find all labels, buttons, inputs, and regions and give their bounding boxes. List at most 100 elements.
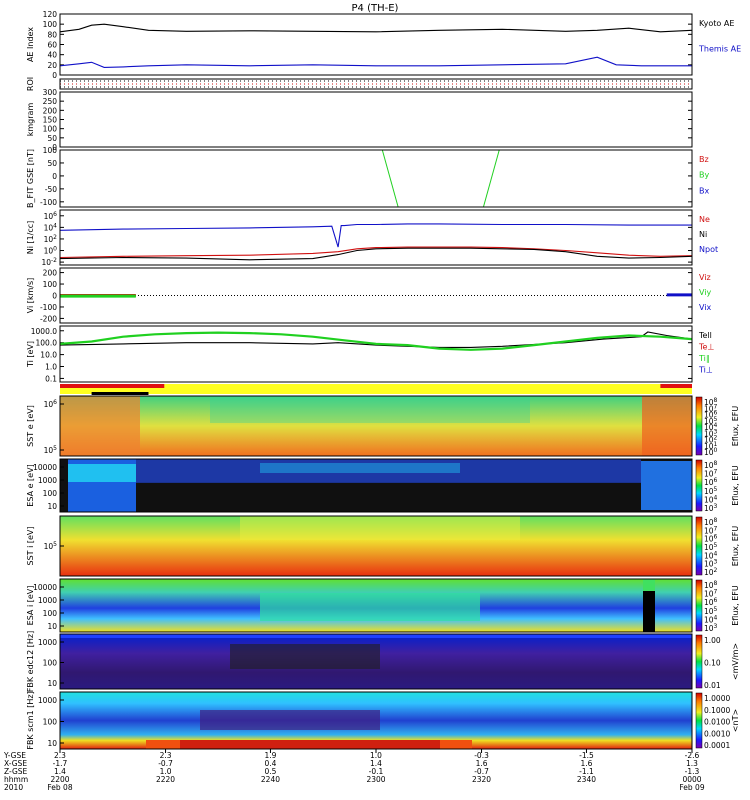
xaxis-row-label-1: X-GSE [4, 759, 27, 768]
esa_i-ytick-label: 1000 [38, 596, 57, 605]
xaxis-tick-label: 0.5 [264, 767, 276, 776]
ae-ytick-label: 80 [47, 30, 57, 39]
esa_e-colorbar-tick: 103 [704, 503, 718, 513]
xaxis-tick-label: -2.6 [685, 751, 700, 760]
ti-series-0 [59, 331, 693, 348]
sst_e-ytick-label: 105 [44, 445, 58, 455]
ni-series-1 [59, 247, 693, 261]
fbk1-panel: 1000 100 10 FBK edc12 [Hz] 1.00 0.10 0.01 <mV/m… [26, 631, 740, 692]
esa_i-ylabel: ESA i [eV] [26, 586, 35, 626]
ae-ytick-label: 20 [47, 61, 57, 70]
esa_e-colorbar [695, 459, 703, 512]
ae-ytick-label: 100 [43, 20, 58, 29]
xaxis-tick-label: 2340 [577, 775, 596, 784]
esa_i-green-cap [643, 579, 655, 591]
xaxis-tick-label: 1.0 [160, 767, 172, 776]
esa_e-colorbar-tick: 108 [704, 460, 718, 470]
fbk2-ytick-label: 10 [47, 739, 57, 748]
ae-ylabel: AE Index [26, 27, 35, 62]
esa_i-mid-band [260, 593, 480, 621]
fbk2-colorbar-tick: 0.0100 [704, 718, 730, 727]
figure-title: P4 (TH-E) [352, 3, 399, 14]
vi-ytick-label: -200 [40, 314, 57, 323]
ni-series-2 [59, 223, 692, 248]
bfit-frame [59, 149, 693, 208]
sst_e-ylabel: SST e [eV] [26, 405, 35, 447]
ni-legend-2: Npot [699, 245, 718, 254]
roi-panel: ROI [26, 77, 693, 91]
xaxis-tick-label: 1.9 [264, 751, 276, 760]
esa_i-ytick-label: 10000 [33, 583, 57, 592]
xaxis-tick-label: -1.7 [53, 759, 68, 768]
bfit-ytick-label: 100 [43, 146, 58, 155]
fbk2-colorbar [695, 692, 703, 749]
vi-ylabel: Vi [km/s] [26, 278, 35, 314]
fbk2-purple-band [200, 710, 380, 730]
xaxis-tick-label: -1.1 [579, 767, 594, 776]
ni-ytick-label: 10-2 [41, 257, 57, 267]
xaxis-tick-label: 2300 [366, 775, 385, 784]
sst_i-colorbar-tick: 108 [704, 517, 718, 527]
esa_e-panel: 10000 1000 100 10 ESA e [eV] 1081071061051041… [26, 458, 740, 513]
sst_e-spectrogram [60, 396, 692, 456]
fbk2-ytick-label: 100 [43, 718, 58, 727]
esa_e-left-cyan [68, 464, 136, 482]
ae-series-1 [59, 56, 692, 68]
roi-ylabel: ROI [26, 77, 35, 91]
esa_i-panel: 10000 1000 100 10 ESA i [eV] 1081071061051041… [26, 578, 740, 633]
esa_e-ytick-label: 100 [43, 489, 58, 498]
ti-ytick-label: 0.1 [45, 374, 57, 383]
ni-ytick-label: 106 [44, 211, 58, 221]
sst_e-colorbar-tick: 105 [704, 416, 718, 426]
fbk2-red-core [180, 740, 440, 749]
fbk2-colorbar-tick: 0.0001 [704, 741, 730, 750]
ti-legend-1: Te⊥ [698, 343, 714, 352]
bfit-ytick-label: 0 [52, 172, 57, 181]
fbk2-colorbar-label: <nT> [731, 709, 740, 732]
ti-panel: 1000.0 100.0 10.0 1.0 0.1 Ti [eV] Tell Te⊥ Ti∥ Ti… [26, 325, 714, 383]
esa_e-frame [59, 458, 693, 513]
ae-ytick-label: 40 [47, 51, 57, 60]
vi-legend-1: Viy [699, 288, 712, 297]
sst_i-colorbar-label: Eflux, EFU [731, 526, 740, 567]
fbk1-dark-band [230, 644, 380, 669]
fbk1-top-band [60, 634, 692, 638]
ti-frame [59, 325, 693, 383]
esa_e-colorbar-tick: 104 [704, 494, 718, 504]
roi-frame [59, 78, 693, 90]
fbk1-colorbar [695, 634, 703, 689]
sst_e-ytick-label: 106 [44, 399, 58, 409]
bfit-legend-1: By [699, 171, 709, 180]
xaxis-tick-label: -0.7 [158, 759, 173, 768]
ni-legend-0: Ne [699, 215, 710, 224]
kmgram-ytick-label: 300 [43, 88, 58, 97]
sst_i-colorbar-tick: 107 [704, 525, 718, 535]
fbk1-colorbar-tick: 1.00 [704, 636, 721, 645]
xaxis-tick-label: 2.3 [54, 751, 66, 760]
bfit-panel: 100 50 0 -50 -100 B_FIT GSE [nT] Bz By Bx [26, 146, 709, 208]
ni-series-0 [59, 246, 693, 259]
vi-ytick-label: 200 [43, 269, 58, 278]
fbk2-panel: 1000 100 10 FBK scm1 [Hz] 1.0000 0.1000 0.0100… [26, 691, 740, 750]
xaxis-tick-label: -1.5 [579, 751, 594, 760]
ni-frame [59, 209, 693, 266]
fbk2-colorbar-tick: 1.0000 [704, 694, 730, 703]
sst_i-colorbar-tick: 102 [704, 567, 718, 577]
esa_i-colorbar-tick: 106 [704, 597, 718, 607]
sst_i-colorbar-tick: 104 [704, 550, 718, 560]
sst_e-mid-band [210, 396, 530, 423]
region-black [91, 392, 149, 395]
sst_e-colorbar-tick: 103 [704, 428, 718, 438]
xaxis-tick-label: 0000 [682, 775, 701, 784]
esa_e-ytick-label: 10000 [33, 463, 57, 472]
sst_i-mid-band [240, 516, 520, 540]
esa_i-ytick-label: 100 [43, 609, 58, 618]
fbk1-colorbar-label: <mV/m> [731, 643, 740, 680]
esa_i-colorbar-tick: 103 [704, 623, 718, 633]
sst_e-colorbar-tick: 106 [704, 410, 718, 420]
xaxis-tick-label: 1.6 [476, 759, 488, 768]
ae-legend-1: Themis AE [698, 45, 741, 54]
